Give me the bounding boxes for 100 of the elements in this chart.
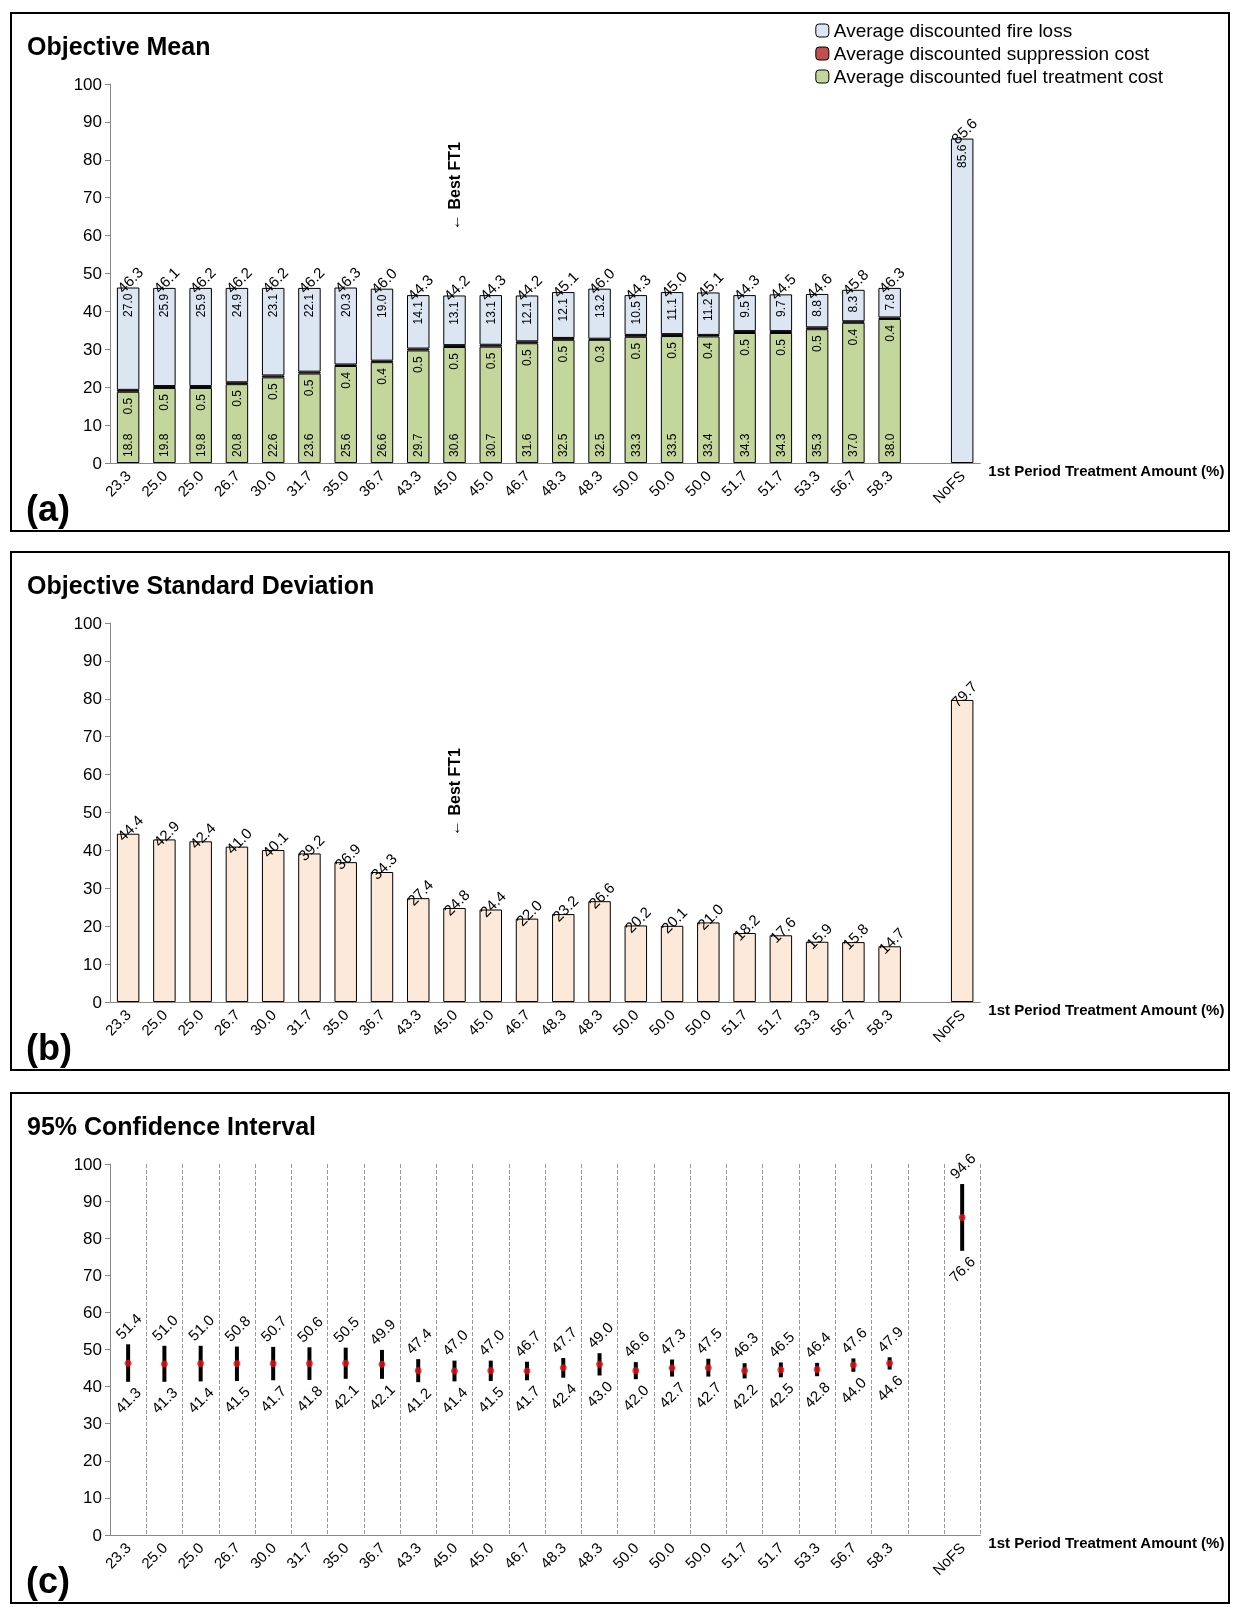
- data-label: 0.5: [810, 334, 825, 352]
- data-label: 0.4: [846, 328, 861, 346]
- data-label: 23.1: [266, 293, 281, 318]
- data-label: 14.1: [411, 300, 426, 325]
- x-tick-label: 50.0: [609, 466, 642, 500]
- y-tick-label: 50: [83, 1340, 102, 1359]
- x-tick-label: 45.0: [464, 1005, 497, 1039]
- data-label: 0.5: [556, 345, 571, 363]
- data-label: 31.6: [520, 433, 535, 457]
- data-label: 13.2: [592, 294, 607, 319]
- data-label: 8.3: [846, 295, 861, 313]
- data-label: 0.4: [374, 367, 389, 385]
- x-tick-label: 35.0: [319, 1538, 352, 1572]
- y-tick-label: 30: [83, 878, 102, 898]
- annotation: 49.9: [365, 1315, 399, 1348]
- x-tick-label: 50.0: [645, 466, 679, 500]
- data-label: 34.3: [773, 433, 788, 457]
- y-tick-label: 90: [83, 651, 102, 671]
- data-label: 7.8: [882, 293, 897, 311]
- x-tick-label: 50.0: [645, 1538, 679, 1572]
- annotation: 46.6: [619, 1327, 653, 1361]
- y-tick-label: 100: [73, 1154, 102, 1174]
- x-tick-label: 45.0: [464, 466, 497, 500]
- data-label: 24.9: [229, 293, 244, 318]
- data-label: 30.7: [483, 433, 498, 457]
- data-label: 0.5: [520, 348, 535, 366]
- y-tick-label: 40: [83, 840, 102, 860]
- annotation: 41.3: [147, 1383, 181, 1417]
- data-label: 11.2: [701, 298, 716, 321]
- annotation: 46.4: [801, 1328, 834, 1361]
- x-tick-label: 45.0: [427, 1538, 461, 1572]
- data-label: 0.5: [665, 341, 680, 359]
- annotation: 42.2: [727, 1380, 761, 1414]
- x-tick-label: 35.0: [319, 466, 352, 500]
- data-label: 0.5: [411, 356, 426, 374]
- legend-label: Average discounted fuel treatment cost: [833, 66, 1164, 87]
- annotation: 42.1: [329, 1380, 362, 1414]
- data-label: 19.8: [157, 433, 172, 457]
- x-tick-label: 50.0: [609, 1005, 642, 1039]
- data-label: 19.8: [193, 433, 208, 457]
- annotation: 41.2: [401, 1384, 435, 1417]
- data-label: 20.3: [338, 293, 353, 317]
- x-tick-label: 45.0: [427, 1005, 461, 1039]
- data-label: 0.5: [157, 393, 172, 411]
- y-tick-label: 60: [83, 765, 102, 785]
- data-label: 0.5: [483, 352, 498, 370]
- data-label: 41.0: [222, 824, 256, 858]
- data-label: 25.9: [157, 293, 172, 318]
- y-tick-label: 80: [83, 150, 102, 170]
- y-tick-label: 0: [92, 992, 102, 1012]
- y-tick-label: 90: [83, 1191, 102, 1211]
- y-tick-label: 60: [83, 226, 102, 246]
- x-axis-title: 1st Period Treatment Amount (%): [988, 462, 1225, 479]
- annotation: 42.5: [764, 1379, 797, 1412]
- x-tick-label: 30.0: [246, 1005, 280, 1039]
- annotation: ← Best FT1: [445, 141, 463, 231]
- data-label: 0.5: [193, 393, 208, 411]
- annotation: 46.3: [728, 1328, 762, 1362]
- data-label: 22.1: [302, 293, 317, 318]
- annotation: 47.5: [692, 1324, 725, 1357]
- y-tick-label: 0: [92, 1525, 102, 1545]
- x-tick-label: 58.3: [863, 466, 896, 500]
- y-tick-label: 40: [83, 1377, 102, 1397]
- y-tick-label: 20: [83, 916, 102, 936]
- annotation: 47.0: [474, 1325, 508, 1359]
- x-tick-label: 53.3: [790, 1005, 824, 1039]
- x-axis-title: 1st Period Treatment Amount (%): [988, 1001, 1225, 1018]
- data-label: 0.5: [773, 338, 788, 356]
- y-tick-label: 100: [73, 613, 102, 633]
- y-tick-label: 20: [83, 377, 102, 397]
- data-label: 15.9: [802, 919, 836, 953]
- text: (a): [26, 487, 70, 529]
- data-label: 20.8: [229, 433, 244, 457]
- annotation: 47.9: [873, 1322, 907, 1356]
- x-tick-label: 35.0: [319, 1005, 352, 1039]
- y-tick-label: 40: [83, 301, 102, 321]
- annotation: ← Best FT1: [445, 747, 463, 837]
- x-tick-label: 30.0: [246, 466, 280, 500]
- annotation: 50.8: [220, 1311, 254, 1345]
- data-label: 0.5: [628, 342, 643, 360]
- x-tick-label: 48.3: [572, 1538, 606, 1572]
- chart-title: Objective Mean: [27, 31, 211, 60]
- annotation: 42.8: [800, 1378, 834, 1411]
- annotation: 41.3: [111, 1383, 145, 1417]
- chart-title: Objective Standard Deviation: [27, 570, 375, 599]
- data-label: 18.8: [121, 433, 136, 457]
- data-label: 0.4: [882, 324, 897, 342]
- y-tick-label: 70: [83, 188, 102, 208]
- data-label: 23.6: [302, 433, 317, 457]
- text: (c): [26, 1559, 70, 1601]
- data-label: 0.5: [737, 338, 752, 356]
- annotation: 44.6: [873, 1371, 906, 1405]
- x-tick-label: 50.0: [609, 1538, 642, 1572]
- data-label: 44.4: [113, 811, 147, 845]
- data-label: 30.6: [447, 433, 462, 457]
- data-label: 13.1: [483, 300, 498, 325]
- annotation: 47.3: [656, 1324, 689, 1358]
- x-tick-label: 53.3: [790, 466, 824, 500]
- annotation: 50.6: [293, 1312, 327, 1346]
- data-label: 33.5: [665, 433, 680, 457]
